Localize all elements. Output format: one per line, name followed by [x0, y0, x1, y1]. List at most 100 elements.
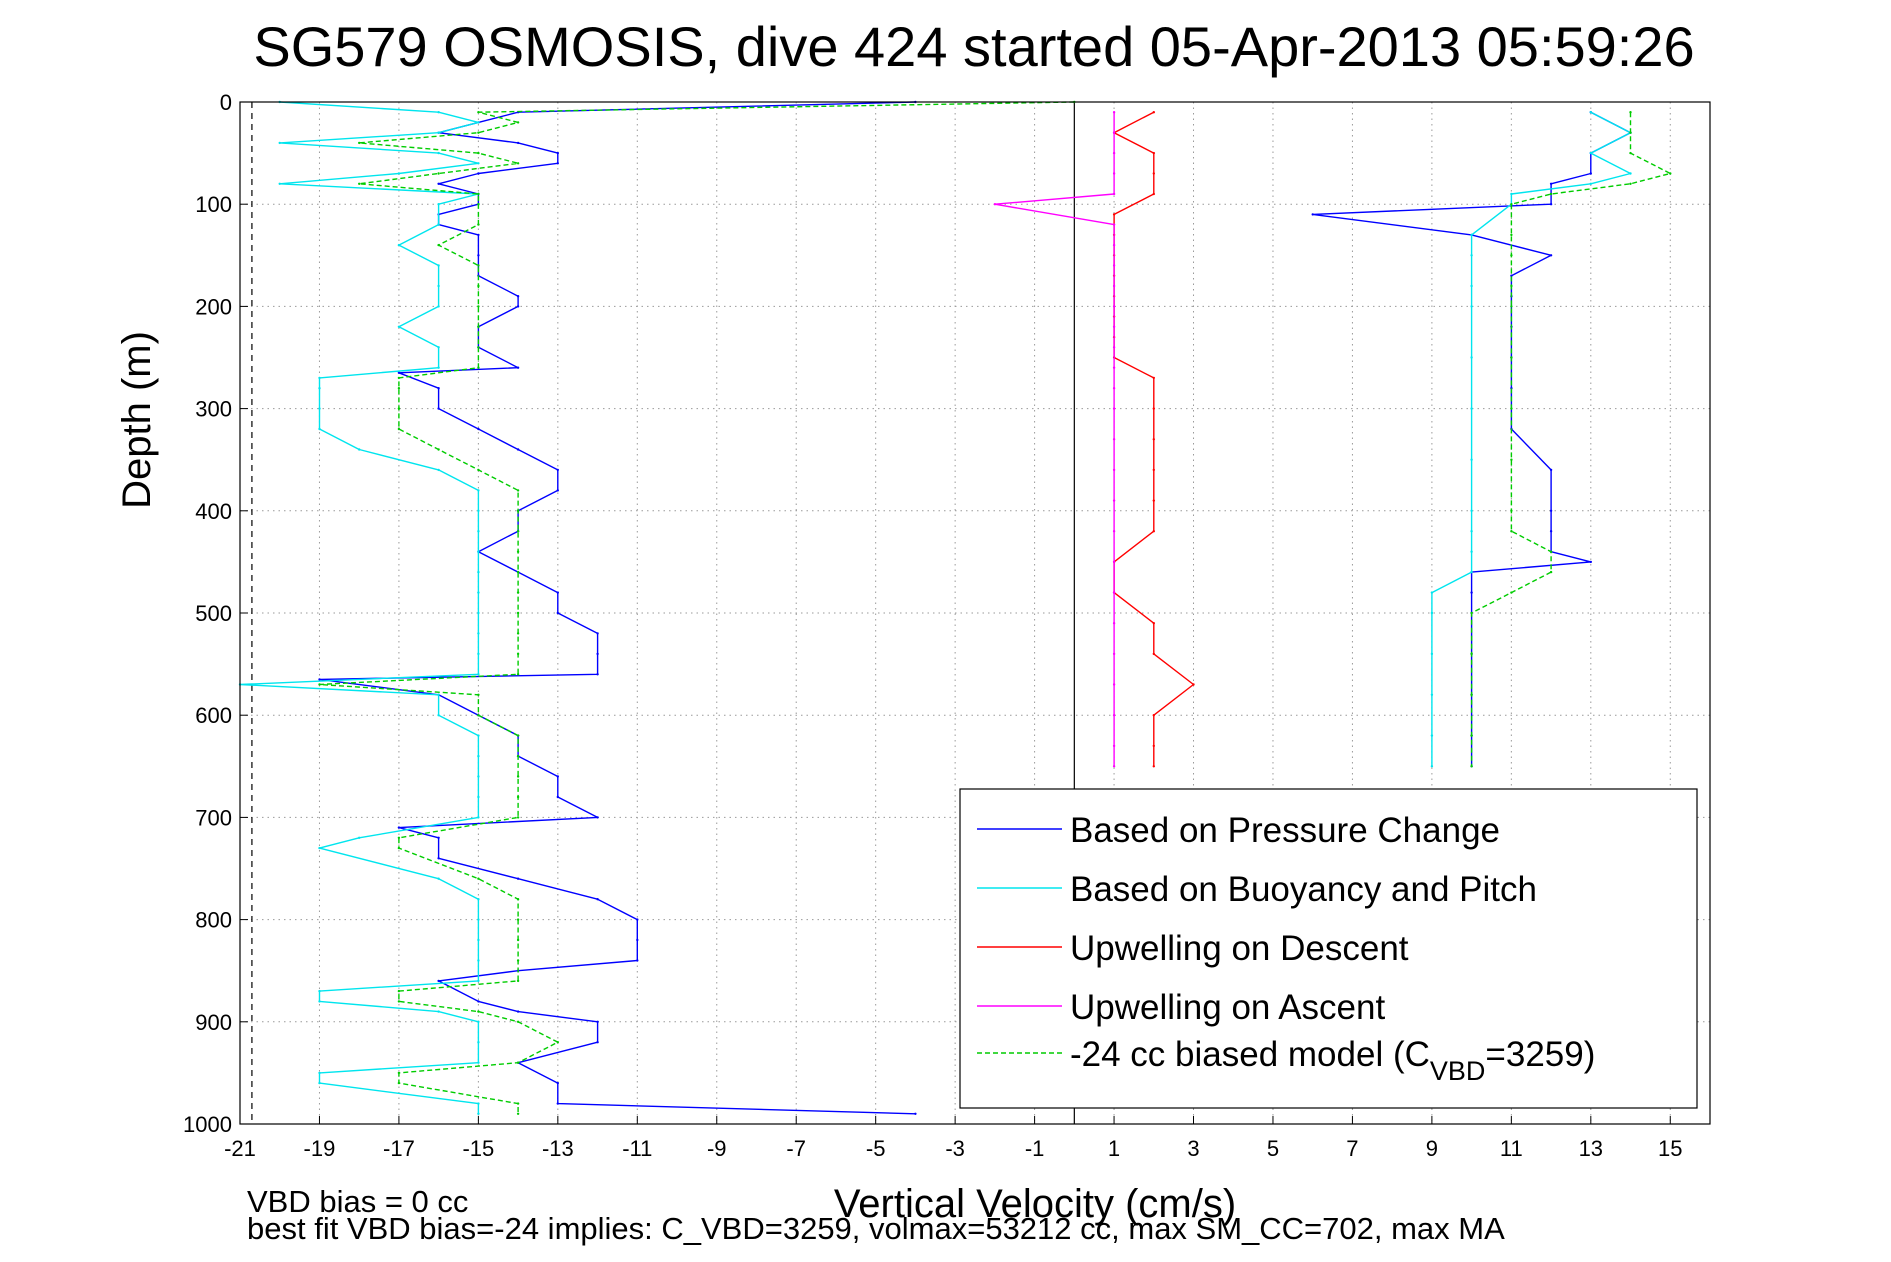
data-point	[1510, 530, 1513, 533]
data-point	[437, 448, 440, 451]
data-point	[1112, 591, 1116, 594]
data-point	[1629, 182, 1632, 185]
data-point	[477, 172, 480, 175]
y-axis-ticks: 0 100 200 300 400 500 600 700 800 900 1000	[183, 90, 248, 1137]
data-point	[477, 1102, 480, 1105]
legend-label-part: -24 cc biased model (C	[1070, 1035, 1430, 1074]
data-point	[397, 836, 401, 839]
data-point	[437, 857, 440, 860]
data-point	[516, 673, 520, 676]
data-point	[1549, 254, 1553, 257]
data-point	[477, 979, 480, 983]
data-point	[1470, 458, 1473, 461]
data-point	[1112, 223, 1116, 226]
x-tick-label: 7	[1346, 1136, 1358, 1161]
data-point	[1470, 530, 1473, 533]
data-point	[556, 611, 559, 615]
data-point	[1629, 111, 1632, 114]
data-point	[318, 678, 321, 681]
data-point	[516, 162, 520, 165]
data-point	[1470, 356, 1473, 359]
data-point	[477, 509, 480, 512]
data-point	[477, 489, 480, 492]
data-point	[1152, 172, 1156, 175]
y-tick-label: 900	[195, 1010, 232, 1035]
y-tick-label: 700	[195, 805, 232, 830]
data-point	[318, 1000, 321, 1003]
data-point	[516, 448, 520, 451]
data-point	[397, 826, 401, 829]
data-point	[1549, 203, 1553, 206]
data-point	[477, 121, 480, 124]
data-point	[358, 448, 361, 451]
data-point	[437, 387, 440, 390]
data-point	[477, 111, 480, 114]
data-point	[437, 1010, 440, 1013]
data-point	[397, 376, 401, 380]
data-point	[1152, 499, 1156, 502]
data-point	[1549, 509, 1553, 512]
data-point	[1470, 693, 1473, 696]
data-point	[1112, 765, 1116, 768]
data-point	[1470, 734, 1473, 737]
annotation-best-fit: best fit VBD bias=-24 implies: C_VBD=325…	[247, 1211, 1505, 1246]
data-point	[318, 989, 321, 993]
data-point	[437, 714, 440, 717]
data-point	[516, 295, 520, 298]
x-tick-label: -15	[462, 1136, 494, 1161]
data-point	[477, 959, 480, 962]
data-point	[1549, 530, 1553, 533]
x-tick-label: -17	[383, 1136, 415, 1161]
y-tick-label: 600	[195, 703, 232, 728]
data-point	[397, 1000, 401, 1003]
data-point	[1112, 714, 1116, 717]
data-point	[477, 366, 480, 369]
data-point	[437, 284, 440, 288]
x-tick-label: -19	[304, 1136, 336, 1161]
data-point	[516, 979, 520, 983]
data-point	[1430, 591, 1434, 594]
data-point	[1152, 530, 1156, 533]
data-point	[1470, 305, 1473, 308]
data-point	[397, 371, 401, 374]
data-point	[1152, 714, 1156, 717]
data-point	[636, 938, 639, 942]
data-point	[397, 243, 401, 247]
series-4	[318, 100, 1672, 1116]
data-point	[636, 918, 639, 921]
data-point	[477, 550, 480, 553]
data-point	[1510, 284, 1513, 288]
x-tick-label: 11	[1500, 1136, 1523, 1161]
legend-label: Based on Pressure Change	[1070, 811, 1500, 850]
data-point	[477, 693, 480, 696]
data-point	[1589, 560, 1593, 564]
legend: Based on Pressure Change Based on Buoyanc…	[959, 788, 1698, 1109]
data-point	[516, 550, 520, 553]
data-point	[477, 1112, 480, 1116]
x-tick-label: 3	[1187, 1136, 1199, 1161]
series-line	[1470, 112, 1672, 767]
data-point	[516, 959, 520, 962]
y-tick-label: 100	[195, 192, 232, 217]
data-point	[437, 346, 440, 349]
data-point	[477, 284, 480, 288]
data-point	[556, 151, 559, 155]
data-point	[516, 591, 520, 594]
data-point	[477, 264, 480, 267]
data-point	[1112, 366, 1116, 369]
data-point	[516, 1112, 520, 1116]
y-tick-label: 0	[220, 90, 232, 115]
data-point	[1510, 407, 1513, 410]
data-point	[1549, 468, 1553, 472]
data-point	[1152, 407, 1156, 410]
data-point	[437, 693, 440, 696]
series-line	[994, 112, 1115, 767]
data-point	[596, 816, 599, 819]
data-point	[1669, 172, 1672, 175]
legend-box	[959, 788, 1698, 1109]
data-point	[477, 1020, 480, 1023]
legend-label: Upwelling on Ascent	[1070, 988, 1385, 1027]
data-point	[1470, 233, 1473, 237]
data-point	[1152, 111, 1156, 114]
data-point	[1549, 570, 1553, 574]
